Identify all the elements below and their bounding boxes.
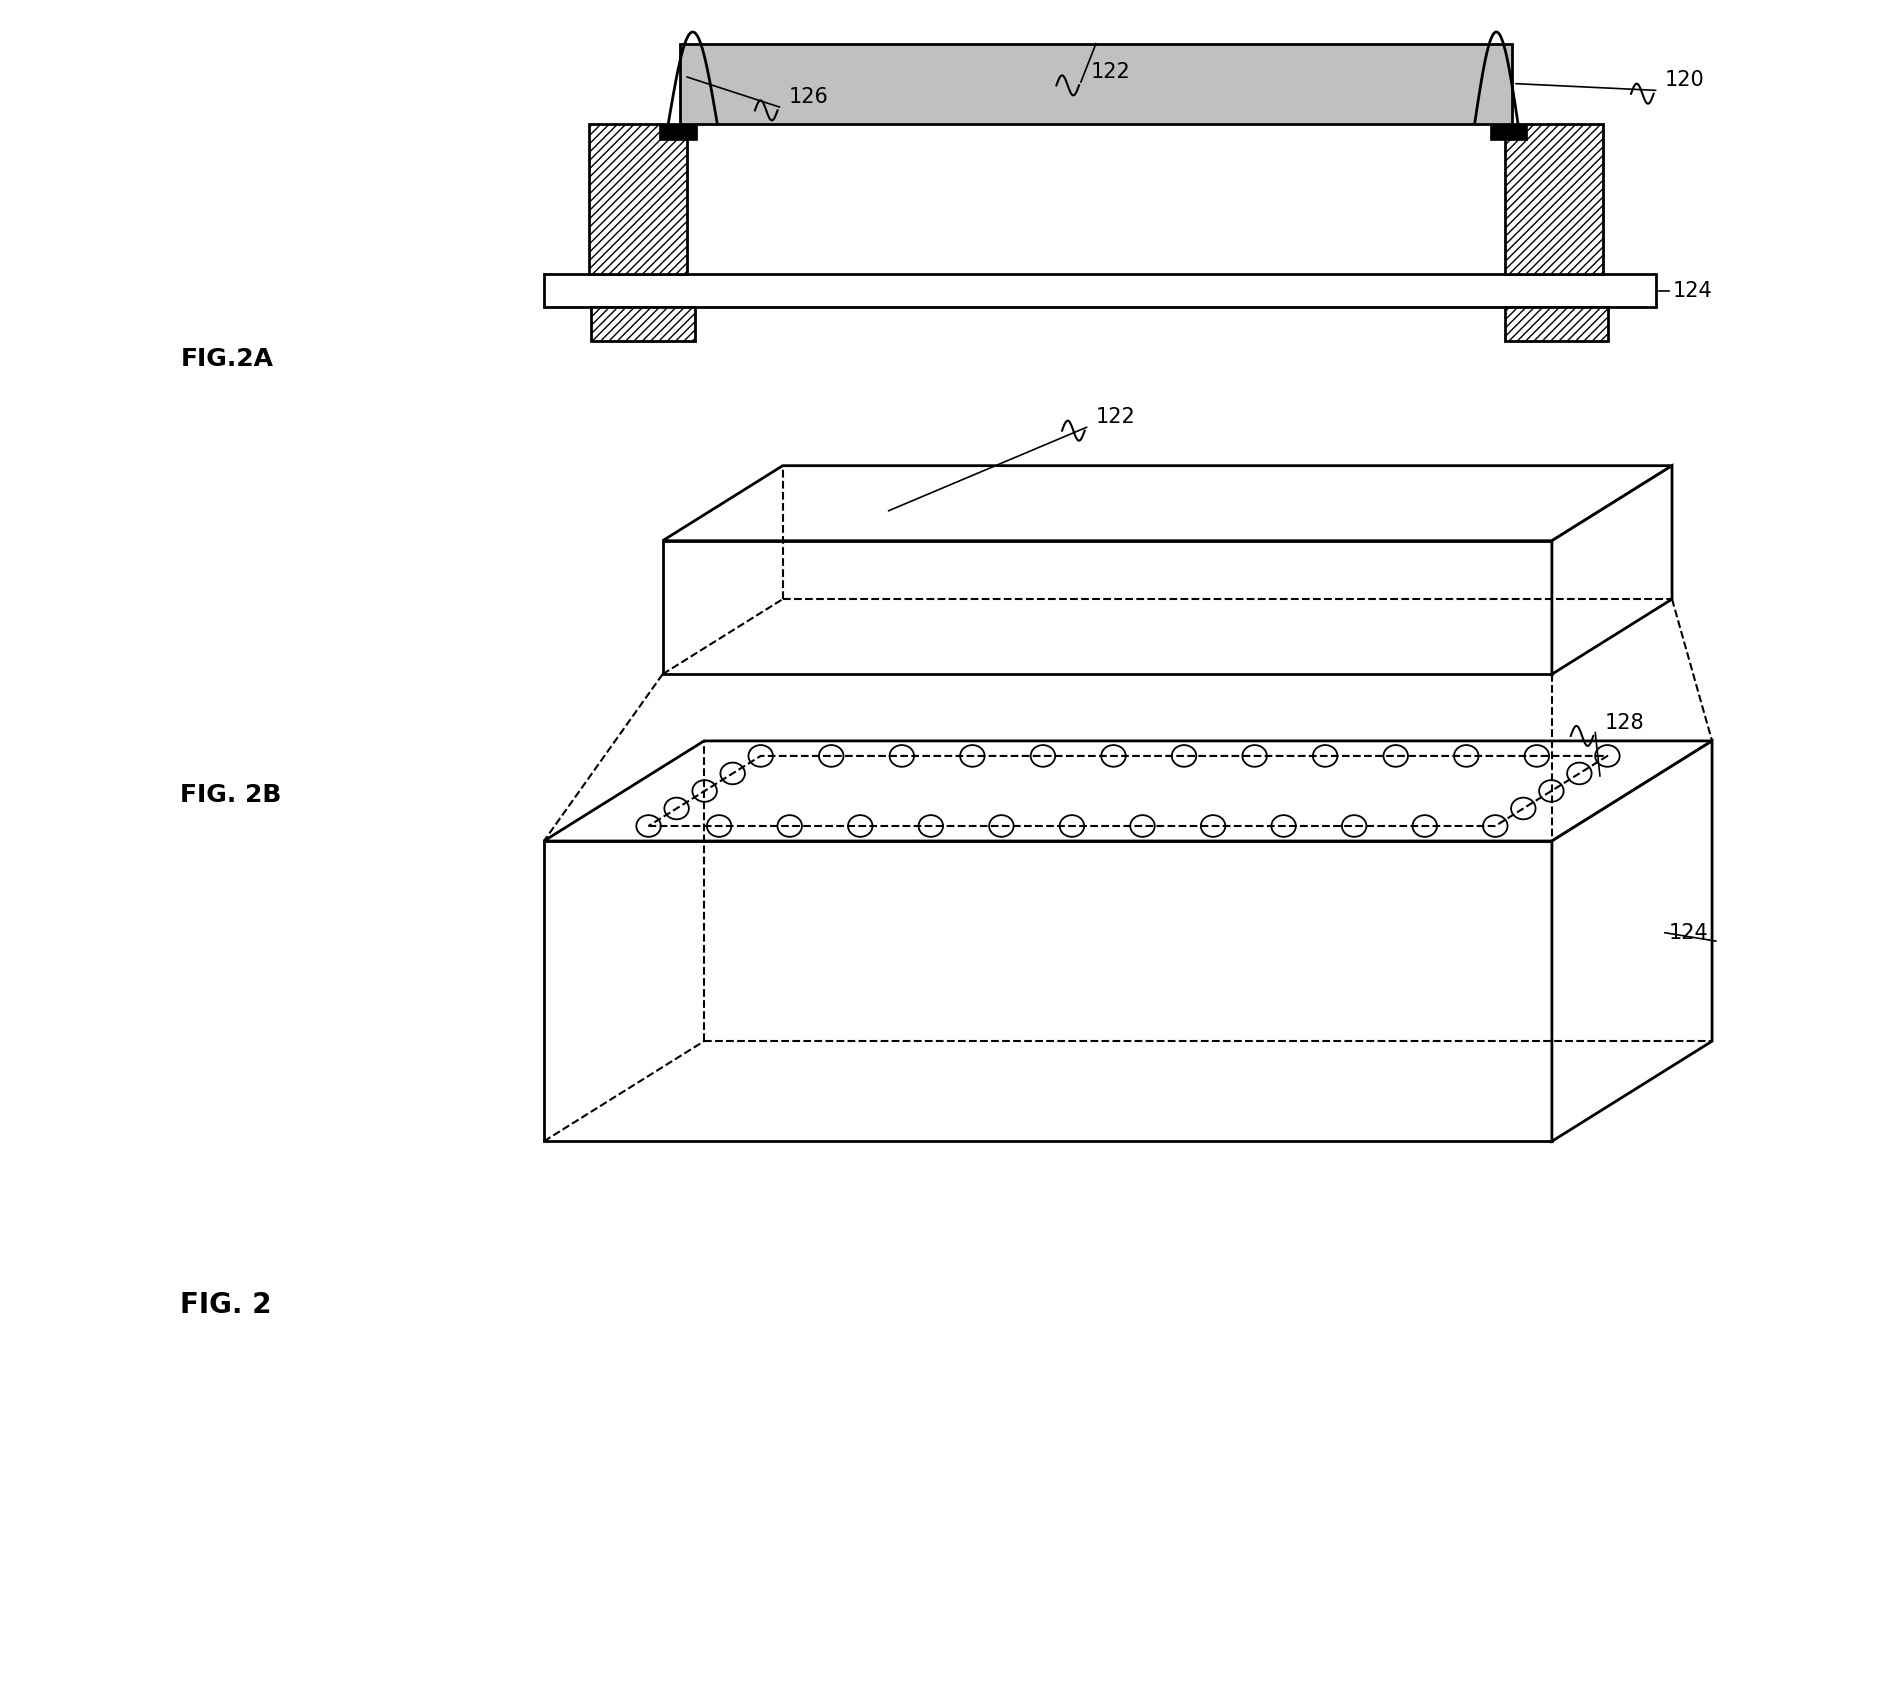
FancyBboxPatch shape <box>1505 124 1602 274</box>
Text: FIG. 2B: FIG. 2B <box>180 782 281 807</box>
FancyBboxPatch shape <box>1505 308 1608 340</box>
Polygon shape <box>1553 466 1672 674</box>
FancyBboxPatch shape <box>679 44 1513 124</box>
Text: 124: 124 <box>1672 281 1712 301</box>
FancyBboxPatch shape <box>545 274 1655 308</box>
Text: FIG. 2: FIG. 2 <box>180 1292 271 1319</box>
Text: 124: 124 <box>1668 923 1708 942</box>
FancyBboxPatch shape <box>590 308 695 340</box>
Polygon shape <box>545 740 1712 841</box>
Text: 122: 122 <box>1089 62 1129 82</box>
FancyBboxPatch shape <box>659 124 697 140</box>
Text: 120: 120 <box>1665 71 1704 91</box>
Polygon shape <box>1553 740 1712 1142</box>
Polygon shape <box>662 540 1553 674</box>
Polygon shape <box>545 841 1553 1142</box>
Polygon shape <box>662 466 1672 540</box>
Text: FIG.2A: FIG.2A <box>180 346 273 372</box>
FancyBboxPatch shape <box>588 124 687 274</box>
Text: 122: 122 <box>1095 407 1135 427</box>
Text: 128: 128 <box>1604 713 1644 733</box>
FancyBboxPatch shape <box>1490 124 1528 140</box>
Text: 126: 126 <box>790 87 829 108</box>
